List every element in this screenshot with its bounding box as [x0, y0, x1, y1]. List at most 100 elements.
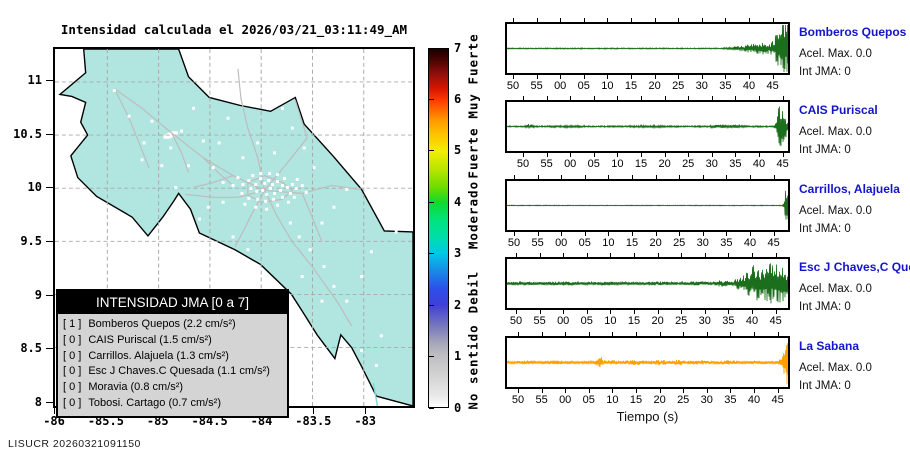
- intensity-colorbar: [428, 48, 449, 408]
- time-tick-top: [539, 253, 541, 257]
- colorbar-tick-label: 3: [454, 246, 462, 261]
- station-marker: [276, 203, 279, 207]
- station-marker: [160, 164, 164, 168]
- waveform-plot: [507, 24, 788, 73]
- time-tick-label: 00: [554, 80, 567, 92]
- time-tick-bottom: [608, 232, 610, 236]
- time-tick-bottom: [681, 310, 683, 314]
- station-marker: [267, 179, 271, 183]
- time-tick-bottom: [541, 389, 543, 393]
- station-marker: [251, 174, 255, 178]
- time-tick-bottom: [631, 75, 632, 79]
- costa-rica-map: [55, 49, 413, 406]
- time-tick-label: 25: [682, 158, 695, 170]
- station-marker: [290, 182, 294, 186]
- station-marker: [180, 129, 184, 133]
- station-marker: [246, 248, 250, 252]
- time-tick-top: [654, 18, 656, 22]
- time-tick-top: [704, 253, 706, 257]
- station-marker: [276, 180, 279, 183]
- legend-station-row: [ 0 ] Carrillos. Alajuela (1.3 cm/s²): [58, 349, 287, 365]
- time-tick-bottom: [560, 75, 562, 79]
- time-tick-bottom: [735, 153, 737, 157]
- intensity-category-label: Muy Fuerte: [465, 33, 481, 119]
- station-marker: [191, 106, 195, 110]
- time-tick-top: [772, 18, 774, 22]
- time-tick-label: 35: [722, 315, 735, 327]
- time-tick-label: 25: [675, 315, 688, 327]
- time-tick-top: [750, 175, 751, 179]
- time-tick-label: 50: [509, 315, 523, 327]
- station-marker: [322, 265, 326, 269]
- time-tick-label: 05: [587, 158, 600, 170]
- time-tick-top: [725, 18, 727, 22]
- station-marker: [285, 185, 289, 189]
- waveform-trace: [507, 24, 788, 73]
- time-tick-top: [655, 175, 657, 179]
- y-axis-tick-label: 8: [34, 395, 42, 410]
- time-tick-bottom: [570, 153, 572, 157]
- time-tick-top: [659, 332, 661, 336]
- time-tick-bottom: [632, 232, 633, 236]
- station-marker: [263, 182, 267, 185]
- time-tick-top: [516, 253, 517, 257]
- time-tick-label: 30: [700, 394, 713, 406]
- station-marker: [369, 250, 373, 254]
- station-marker: [259, 172, 263, 176]
- jma-intensity-label: Int JMA: 0: [799, 301, 851, 313]
- time-tick-label: 10: [602, 237, 615, 249]
- legend-station-row: [ 0 ] CAIS Puriscal (1.5 cm/s²): [58, 333, 287, 349]
- station-marker: [265, 192, 269, 196]
- time-tick-top: [593, 96, 595, 100]
- colorbar-tick: [429, 201, 434, 203]
- timestamp-footer: LISUCR 20260321091150: [8, 438, 141, 450]
- time-tick-top: [730, 332, 732, 336]
- station-marker: [369, 185, 373, 189]
- time-tick-label: 55: [530, 80, 543, 92]
- x-axis-tick: [364, 408, 366, 414]
- road-line: [264, 100, 308, 191]
- time-tick-label: 00: [557, 315, 570, 327]
- time-tick-bottom: [664, 153, 666, 157]
- station-marker: [295, 178, 299, 182]
- y-axis-tick-label: 9.5: [20, 233, 42, 248]
- time-tick-top: [546, 96, 548, 100]
- station-marker: [394, 230, 398, 234]
- time-tick-bottom: [607, 75, 609, 79]
- time-tick-top: [563, 253, 565, 257]
- time-tick-bottom: [654, 75, 656, 79]
- intensity-category-label: No sentido: [465, 324, 481, 410]
- x-axis-tick-label: -83.5: [295, 414, 332, 428]
- time-tick-top: [683, 332, 685, 336]
- station-marker: [261, 188, 265, 192]
- station-marker: [241, 156, 245, 160]
- time-tick-bottom: [773, 232, 775, 236]
- time-tick-bottom: [514, 232, 515, 236]
- intensity-category-label: Fuerte: [465, 127, 481, 179]
- acceleration-max-label: Acel. Max. 0.0: [799, 126, 872, 138]
- waveform-trace: [507, 263, 788, 304]
- legend-station-label: Bomberos Quepos (2.2 cm/s²): [88, 318, 236, 330]
- time-tick-top: [610, 253, 612, 257]
- station-name-label: Bomberos Quepos: [799, 25, 907, 39]
- time-tick-top: [775, 253, 777, 257]
- costa-rica-landmass: [58, 49, 413, 406]
- legend-station-row: [ 0 ] Tobosi. Cartago (0.7 cm/s²): [58, 396, 287, 412]
- time-tick-bottom: [612, 389, 614, 393]
- time-tick-label: 15: [627, 315, 641, 327]
- time-tick-top: [701, 18, 703, 22]
- lake-arenal: [163, 131, 179, 139]
- station-marker: [256, 197, 260, 201]
- legend-intensity-count: [ 0 ]: [63, 381, 82, 394]
- time-tick-top: [664, 96, 666, 100]
- station-marker: [350, 166, 354, 170]
- colorbar-tick: [429, 150, 434, 152]
- y-axis-tick: [46, 187, 53, 189]
- station-marker: [142, 141, 146, 145]
- time-tick-label: 10: [611, 158, 624, 170]
- time-tick-bottom: [702, 232, 704, 236]
- station-marker: [226, 116, 230, 120]
- y-axis-tick-label: 10.5: [13, 126, 42, 141]
- time-tick-bottom: [593, 153, 595, 157]
- station-marker: [150, 119, 154, 123]
